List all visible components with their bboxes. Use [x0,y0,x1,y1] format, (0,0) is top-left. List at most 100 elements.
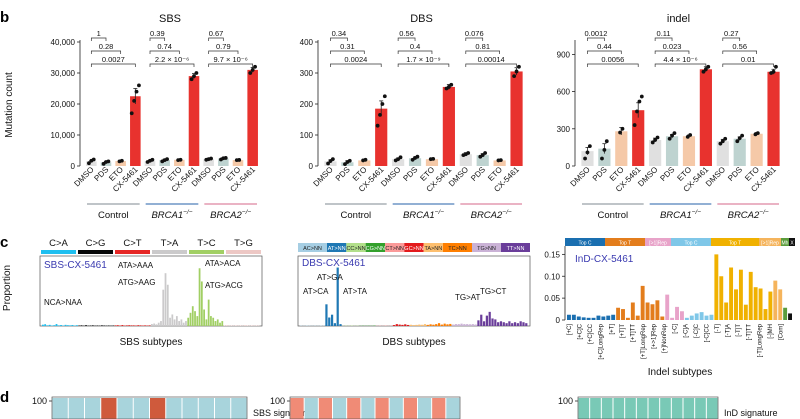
sbs-bar [153,323,156,326]
data-point [137,83,141,88]
significance-bracket [654,37,673,41]
bar-BRCA1-ETO [682,136,696,166]
heatmap-cell [625,398,636,419]
bar-Control-ETO [358,160,371,166]
peak-annotation: TG>AT [455,293,481,302]
category-label-T>C: T>C [197,238,215,249]
data-point [250,68,255,72]
data-point [517,64,521,69]
data-point [672,131,677,136]
chart-title: DBS [410,13,433,25]
bar-BRCA2-CX-5461 [247,69,258,166]
category-band [298,243,327,252]
sbs-bar [64,324,67,326]
sbs-bar [203,309,205,326]
indel-bar [586,317,591,320]
heatmap-cell [706,398,718,419]
significance-bracket [397,63,450,67]
heatmap-cell [68,398,84,419]
data-point [326,161,330,166]
data-point [378,112,382,117]
x-tick-label: [+T] [609,324,615,335]
significance-bracket [465,50,500,54]
category-label: Top T [729,241,741,247]
peak-annotation: ATA>AAA [118,261,154,270]
indel-bar [758,288,763,320]
dbs-bar [511,323,514,326]
significance-bracket [654,50,690,54]
dbs-bar [415,324,418,326]
dbs-bar [429,324,432,326]
sbs-bar [219,322,221,326]
bar-Control-DMSO [86,161,97,166]
indel-bar [621,309,625,320]
bar-Control-ETO [115,161,126,166]
x-tick-label-PDS: PDS [334,165,352,183]
dbs-bar [325,304,328,326]
x-axis-label: DBS subtypes [382,337,445,348]
indel-bar [684,317,689,320]
data-point [720,139,725,144]
bar-BRCA1-ETO [425,159,439,166]
bar-Control-ETO [615,131,628,166]
significance-bracket [587,50,622,54]
indel-bar [768,291,773,320]
x-tick-label-PDS: PDS [151,165,169,183]
chart-title: SBS [159,13,181,25]
data-point [449,82,454,87]
bar-BRCA2-PDS [218,158,229,166]
data-point [635,109,639,114]
data-point [91,157,96,162]
sbs-bar [53,325,56,326]
dbs-bar [426,324,429,326]
heatmap-cell [660,398,671,419]
sbs-bar [101,325,103,326]
bar-BRCA2-DMSO [459,154,472,166]
y-tick-label: 900 [557,50,571,59]
x-tick-label-DMSO: DMSO [312,165,335,188]
category-band [78,250,113,254]
indel-bar [724,302,729,320]
y-tick-label: 0 [71,162,76,171]
x-tick-label: [+C] [567,324,573,336]
heatmap-cell [166,398,182,419]
significance-bracket [208,50,239,54]
category-band [759,238,781,246]
dbs-bar [440,324,443,326]
category-band [781,238,789,246]
x-tick-label-PDS: PDS [726,165,744,183]
group-label-BRCA2: BRCA2−/− [471,209,512,221]
p-value-label: 1 [97,29,101,38]
data-point [498,158,503,163]
heatmap-cell [198,398,214,419]
indel-bar [719,276,724,320]
p-value-label: 0.74 [157,42,172,51]
dbs-bar [508,321,511,326]
heatmap-cell [432,398,446,419]
category-band [385,243,405,252]
y-tick-label: 300 [300,69,314,78]
data-point [585,150,590,155]
data-point [740,133,745,138]
significance-bracket [587,37,605,41]
data-point [189,77,194,82]
dbs-bar [409,324,412,326]
dbs-bar [401,324,404,326]
heatmap-cell [683,398,695,419]
y-tick-label: 0 [309,162,314,171]
significance-bracket [90,37,107,41]
p-value-label: 2.2 × 10⁻⁶ [155,55,189,64]
indel-bar [650,304,655,320]
indel-bar [738,269,743,320]
dbs-bar [468,324,472,326]
p-value-label: 0.79 [216,42,231,51]
data-point [330,157,335,162]
data-point [774,64,778,69]
p-value-label: 0.34 [332,29,347,38]
sbs-bar [196,316,199,326]
indel-bar [645,302,650,320]
category-band [671,238,711,246]
data-point [703,67,708,72]
panel-c-signatures: C>A C>G C>T T>A T>C T>G Proportion SBS-CX-5461 N… [2,238,795,378]
p-value-label: 0.0024 [344,55,367,64]
